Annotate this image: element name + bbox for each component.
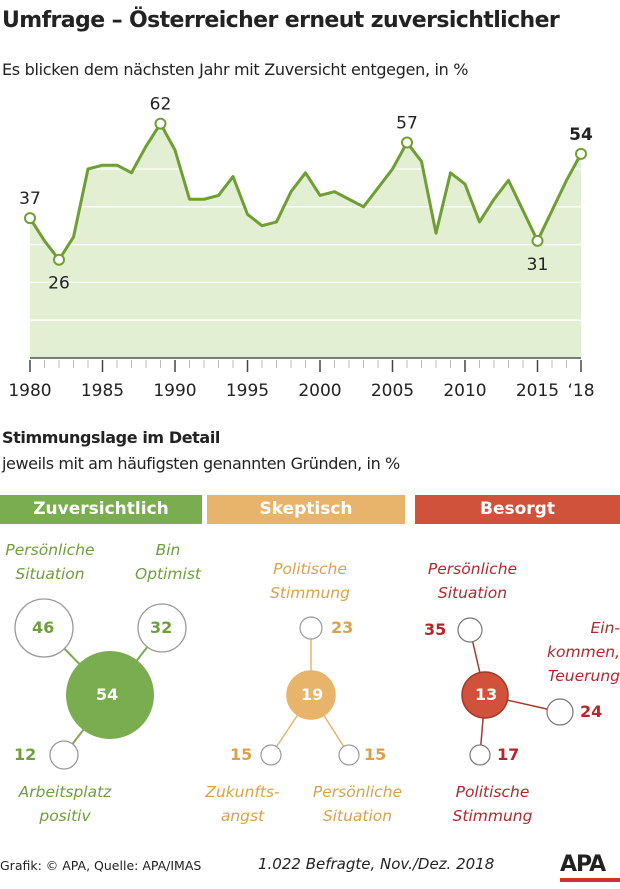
line-chart: 1980 1985 1990 1995 2000 2005 2010 2015 ‘18 37 26 6… (8, 95, 594, 401)
reason-label: Bin Optimist (135, 541, 201, 583)
reason-label: Arbeitsplatz positiv (18, 783, 112, 825)
header-skeptisch: Skeptisch (207, 495, 405, 524)
bubble-32 (137, 603, 187, 653)
reason-label: Ein- kommen, Teuerung (547, 619, 620, 685)
reason-label: Persönliche Situation (427, 560, 518, 602)
x-tick-label: ‘18 (567, 381, 594, 401)
bubble-12 (49, 740, 79, 770)
x-tick-label: 1990 (153, 381, 196, 401)
data-label: 37 (19, 189, 41, 209)
data-point (154, 117, 167, 130)
logo-underline (560, 878, 620, 882)
detail-title: Stimmungslage im Detail (2, 428, 220, 447)
value: 15 (230, 745, 253, 764)
apa-logo: APA (560, 852, 606, 877)
value: 35 (424, 620, 447, 639)
value-zuversichtlich: 54 (96, 685, 119, 704)
bubble-24 (546, 698, 574, 726)
reason-label: Politische Stimmung (270, 560, 350, 602)
value: 23 (331, 618, 354, 637)
value-besorgt: 13 (475, 685, 498, 704)
reason-label: Zukunfts- angst (205, 783, 280, 825)
chart-subtitle: Es blicken dem nächsten Jahr mit Zuversi… (2, 60, 469, 79)
bubble-15-left (260, 744, 282, 766)
data-point (575, 147, 587, 160)
sample-note: 1.022 Befragte, Nov./Dez. 2018 (258, 855, 495, 873)
x-tick-label: 2010 (443, 381, 486, 401)
series-line (28, 122, 583, 262)
bubble-19 (286, 670, 336, 720)
x-tick-label: 1980 (8, 381, 51, 401)
bubble-23 (299, 616, 323, 640)
bubble-15-right (338, 744, 360, 766)
header-zuversichtlich: Zuversichtlich (0, 495, 202, 524)
data-point (24, 212, 36, 225)
data-label: 57 (396, 114, 418, 134)
value: 32 (150, 618, 173, 637)
data-label: 26 (48, 274, 70, 294)
bubble-35 (457, 617, 483, 643)
reason-label: Politische Stimmung (452, 783, 533, 825)
value: 15 (364, 745, 387, 764)
area-fill (30, 123, 581, 358)
value: 24 (580, 702, 603, 721)
bubble-17 (469, 744, 491, 766)
data-label: 62 (150, 95, 172, 115)
data-point (531, 234, 544, 247)
header-besorgt: Besorgt (415, 495, 620, 524)
data-label: 31 (527, 255, 549, 275)
value: 17 (497, 745, 520, 764)
value: 46 (32, 618, 55, 637)
x-tick-label: 1995 (226, 381, 269, 401)
x-tick-label: 2005 (371, 381, 414, 401)
x-tick-label: 1985 (81, 381, 124, 401)
x-tick-label: 2015 (516, 381, 559, 401)
reason-label: Persönliche Situation (312, 783, 403, 825)
value-skeptisch: 19 (301, 685, 324, 704)
data-point (401, 136, 413, 149)
bubble-13 (461, 671, 509, 719)
data-point (53, 253, 65, 266)
chart-title: Umfrage – Österreicher erneut zuversicht… (2, 8, 560, 33)
detail-subtitle: jeweils mit am häufigsten genannten Grün… (2, 454, 400, 473)
bubble-46 (14, 598, 74, 658)
data-label: 54 (569, 125, 593, 145)
source-credit: Grafik: © APA, Quelle: APA/IMAS (0, 858, 202, 873)
value: 12 (14, 745, 37, 764)
bubble-54 (66, 651, 154, 739)
x-tick-label: 2000 (298, 381, 341, 401)
reason-label: Persönliche Situation (5, 541, 95, 583)
